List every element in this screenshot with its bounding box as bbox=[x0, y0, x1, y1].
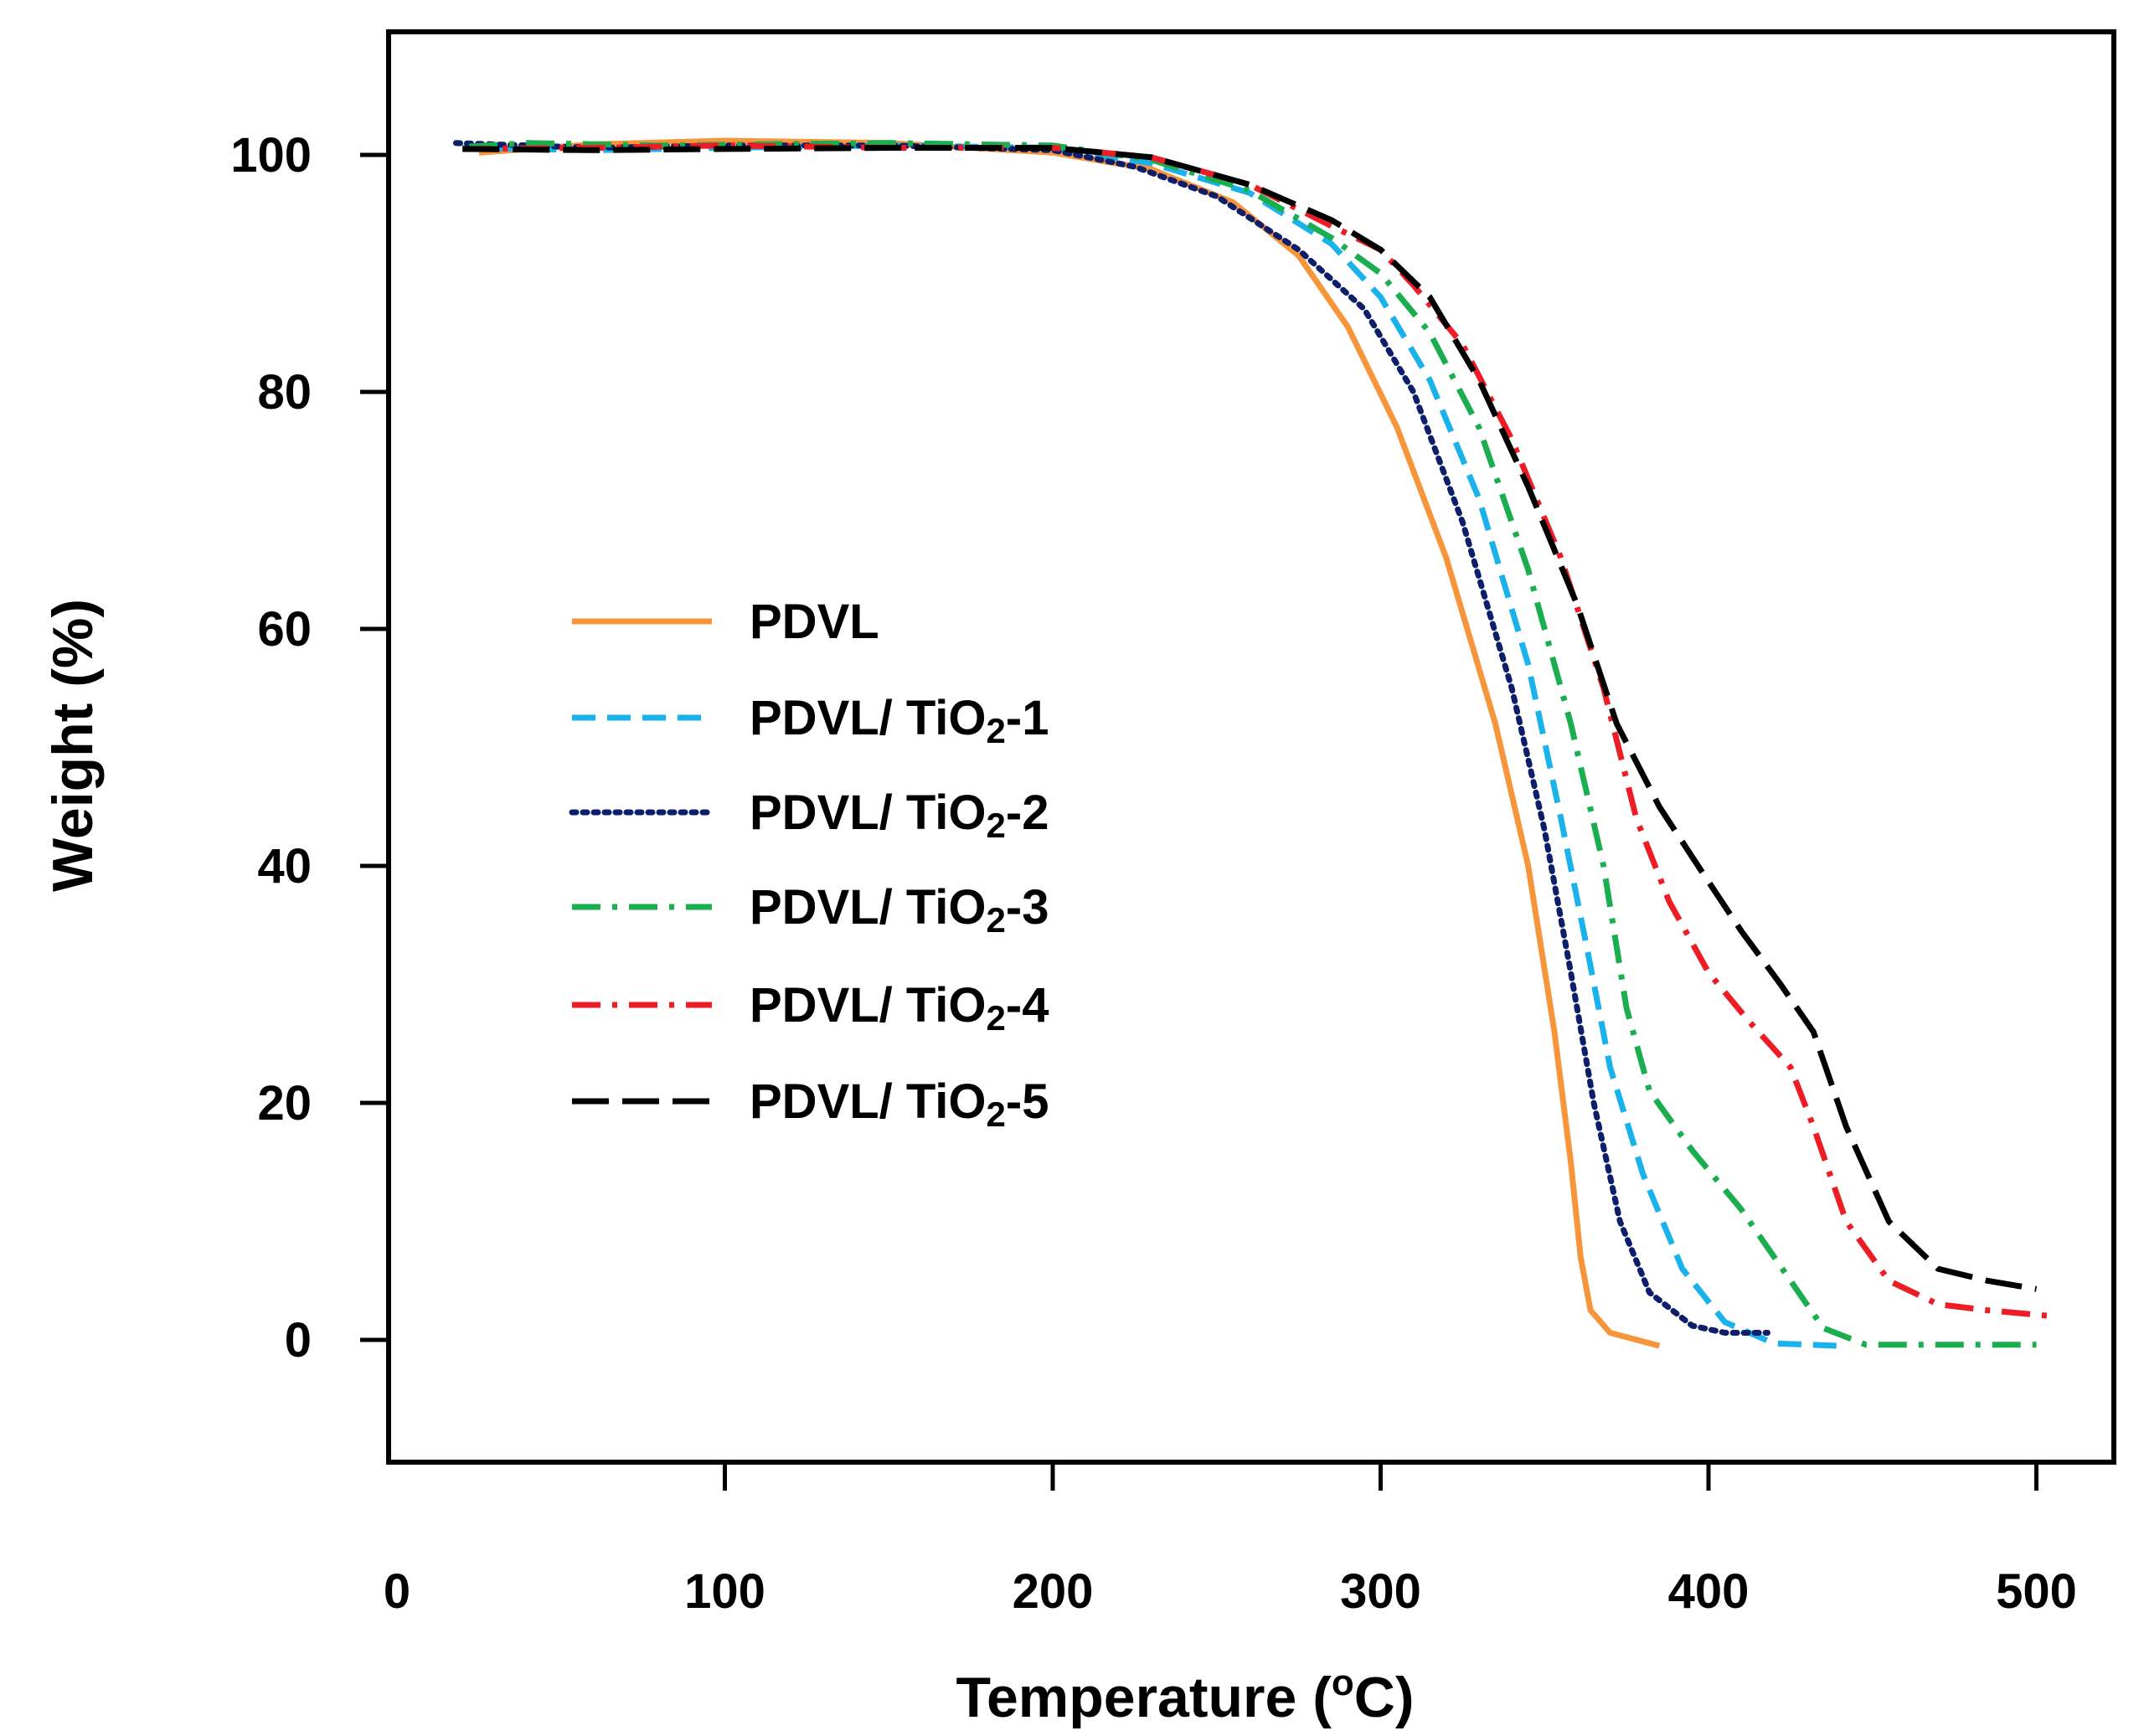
y-tick-label-100: 100 bbox=[230, 128, 312, 183]
series-line-4 bbox=[468, 140, 2037, 1348]
x-tick-label-200: 200 bbox=[1013, 1564, 1094, 1619]
series-line-5 bbox=[462, 142, 2054, 1320]
series-lines bbox=[453, 137, 2054, 1349]
y-tick-label-80: 80 bbox=[257, 365, 312, 420]
legend-label-1: PDVL bbox=[750, 595, 879, 649]
legend-label-3: PDVL/ TiO2-2 bbox=[750, 786, 1049, 845]
x-tick-label-0: 0 bbox=[384, 1564, 410, 1619]
y-tick-label-0: 0 bbox=[285, 1313, 312, 1368]
axis-ticks: 0 20 40 60 80 100 0 100 200 300 400 500 bbox=[230, 128, 2077, 1619]
legend-label-2: PDVL/ TiO2-1 bbox=[750, 691, 1049, 750]
x-axis-title: Temperature (oC) bbox=[956, 1662, 1414, 1729]
x-axis-title-superscript: o bbox=[1332, 1662, 1354, 1703]
series-line-1 bbox=[478, 137, 1661, 1349]
y-tick-label-40: 40 bbox=[257, 839, 312, 894]
series-line-2 bbox=[462, 142, 1840, 1349]
x-axis-title-main: Temperature ( bbox=[956, 1666, 1332, 1729]
x-tick-label-400: 400 bbox=[1668, 1564, 1750, 1619]
x-tick-label-100: 100 bbox=[684, 1564, 765, 1619]
legend-label-5: PDVL/ TiO2-4 bbox=[750, 978, 1049, 1038]
legend: PDVL PDVL/ TiO2-1 PDVL/ TiO2-2 PDVL/ TiO2-3… bbox=[569, 595, 1049, 1134]
y-tick-label-60: 60 bbox=[257, 602, 312, 657]
legend-label-4: PDVL/ TiO2-3 bbox=[750, 880, 1049, 940]
plot-area-frame bbox=[386, 29, 2116, 1465]
legend-label-6: PDVL/ TiO2-5 bbox=[750, 1074, 1049, 1134]
series-line-6 bbox=[462, 145, 2038, 1292]
x-axis-title-end: C) bbox=[1354, 1666, 1415, 1729]
x-tick-label-500: 500 bbox=[1996, 1564, 2077, 1619]
y-axis-title: Weight (%) bbox=[41, 599, 105, 892]
y-tick-label-20: 20 bbox=[257, 1076, 312, 1131]
x-tick-label-300: 300 bbox=[1340, 1564, 1421, 1619]
